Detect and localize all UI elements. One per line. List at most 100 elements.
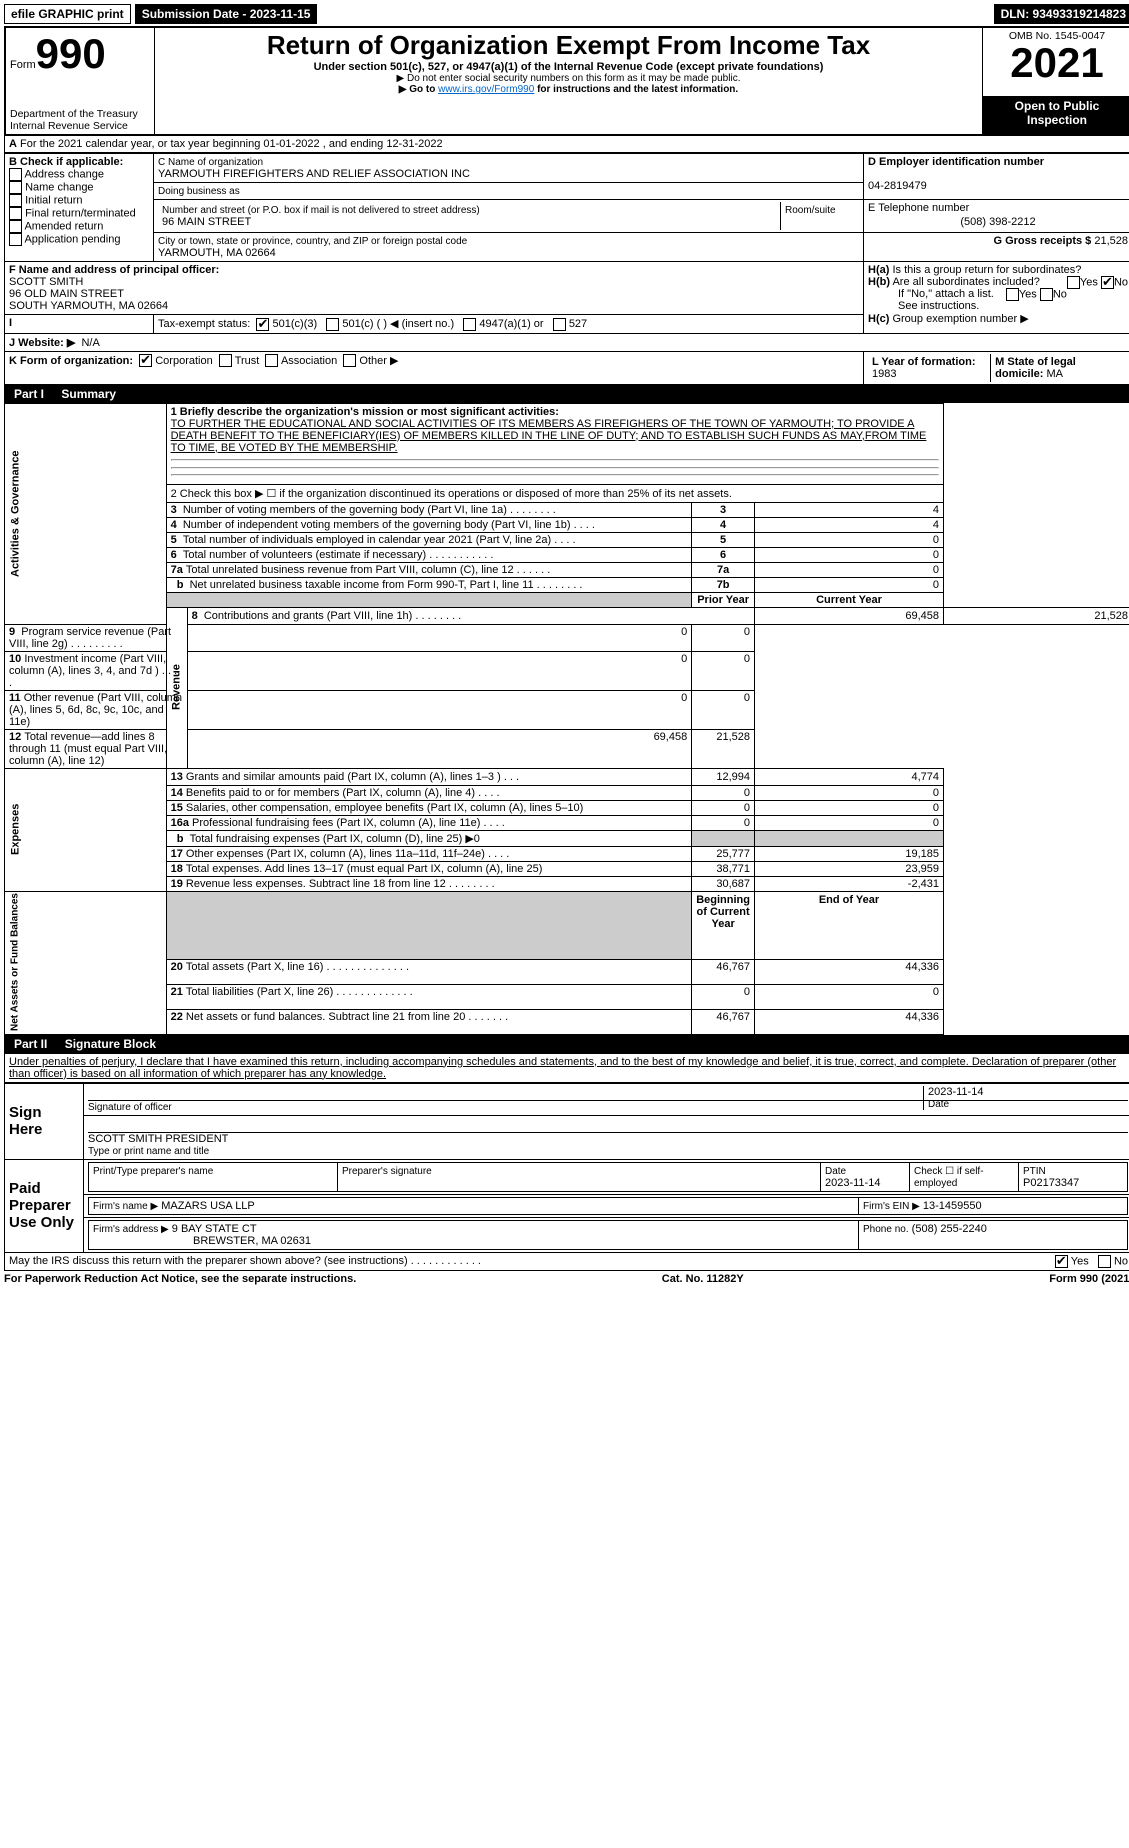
firm-ein-label: Firm's EIN ▶ [863, 1201, 920, 1212]
irs-label: Internal Revenue Service [10, 120, 150, 132]
org-name: YARMOUTH FIREFIGHTERS AND RELIEF ASSOCIA… [158, 168, 470, 180]
line-a: A For the 2021 calendar year, or tax yea… [4, 136, 1129, 153]
discuss-q: May the IRS discuss this return with the… [9, 1255, 408, 1267]
box-c-label: C Name of organization [158, 157, 263, 168]
gross-receipts: 21,528 [1094, 235, 1128, 247]
h-check[interactable]: Check ☐ if self-employed [914, 1166, 984, 1189]
q1-text: TO FURTHER THE EDUCATIONAL AND SOCIAL AC… [171, 418, 927, 454]
paid-preparer-label: Paid Preparer Use Only [5, 1159, 84, 1252]
h-date: Date [825, 1166, 846, 1177]
form-header: Form990 Department of the Treasury Inter… [4, 26, 1129, 136]
officer-printed: SCOTT SMITH PRESIDENT [88, 1133, 228, 1145]
top-bar: efile GRAPHIC print Submission Date - 20… [4, 4, 1129, 24]
state-domicile: MA [1047, 368, 1064, 380]
firm-name-label: Firm's name ▶ [93, 1201, 158, 1212]
ein: 04-2819479 [868, 180, 927, 192]
h-a: Is this a group return for subordinates? [892, 264, 1081, 276]
opt-501c3[interactable]: 501(c)(3) [273, 318, 318, 330]
box-e-label: E Telephone number [868, 202, 969, 214]
firm-ein: 13-1459550 [923, 1200, 982, 1212]
dln: DLN: 93493319214823 [994, 4, 1129, 24]
part1-header: Part I Summary [4, 385, 1129, 403]
city: YARMOUTH, MA 02664 [158, 247, 276, 259]
sign-here-label: Sign Here [5, 1083, 84, 1159]
box-k-label: K Form of organization: [9, 355, 133, 367]
website-label: J Website: ▶ [9, 337, 75, 349]
opt-501c[interactable]: 501(c) ( ) ◀ (insert no.) [342, 318, 454, 330]
street: 96 MAIN STREET [162, 216, 251, 228]
box-b-label: B Check if applicable: [9, 156, 123, 168]
tax-status-label: Tax-exempt status: [158, 318, 250, 330]
signature-block: Sign Here 2023-11-14 Date Signature of o… [4, 1083, 1129, 1271]
opt-final-return[interactable]: Final return/terminated [25, 207, 136, 219]
box-g-label: G Gross receipts $ [993, 235, 1091, 247]
form-number: Form990 [10, 30, 150, 78]
opt-trust[interactable]: Trust [235, 355, 260, 367]
opt-corp[interactable]: Corporation [155, 355, 212, 367]
opt-amended[interactable]: Amended return [24, 220, 103, 232]
phone: (508) 398-2212 [868, 216, 1128, 228]
type-name-label: Type or print name and title [88, 1146, 209, 1157]
h-ptin: PTIN [1023, 1166, 1046, 1177]
footer-left: For Paperwork Reduction Act Notice, see … [4, 1273, 356, 1285]
declaration: Under penalties of perjury, I declare th… [4, 1053, 1129, 1083]
goto-line: ▶ Go to www.irs.gov/Form990 for instruct… [159, 84, 978, 95]
h-print: Print/Type preparer's name [93, 1166, 213, 1177]
officer-addr1: 96 OLD MAIN STREET [9, 288, 124, 300]
submission-date: Submission Date - 2023-11-15 [135, 4, 318, 24]
opt-name-change[interactable]: Name change [25, 181, 94, 193]
opt-other[interactable]: Other ▶ [359, 355, 398, 367]
year-formation: 1983 [872, 368, 896, 380]
q2: 2 Check this box ▶ ☐ if the organization… [166, 484, 943, 502]
dept-treasury: Department of the Treasury [10, 108, 150, 120]
box-f-label: F Name and address of principal officer: [9, 264, 219, 276]
form-title: Return of Organization Exempt From Incom… [159, 30, 978, 61]
opt-initial-return[interactable]: Initial return [25, 194, 82, 206]
footer: For Paperwork Reduction Act Notice, see … [4, 1273, 1129, 1285]
part1-table: Activities & Governance 1 Briefly descri… [4, 403, 1129, 1035]
opt-527[interactable]: 527 [569, 318, 587, 330]
prep-date: 2023-11-14 [825, 1177, 880, 1189]
box-l-label: L Year of formation: [872, 356, 976, 368]
h-c: Group exemption number ▶ [892, 313, 1028, 325]
firm-name: MAZARS USA LLP [161, 1200, 255, 1212]
q1-label: 1 Briefly describe the organization's mi… [171, 406, 559, 418]
box-m-label: M State of legal domicile: [995, 356, 1076, 380]
city-label: City or town, state or province, country… [158, 236, 467, 247]
h-sig: Preparer's signature [342, 1166, 432, 1177]
firm-addr-label: Firm's address ▶ [93, 1224, 169, 1235]
room-label: Room/suite [785, 205, 836, 216]
firm-phone: (508) 255-2240 [912, 1223, 987, 1235]
opt-4947[interactable]: 4947(a)(1) or [479, 318, 543, 330]
open-public: Open to Public Inspection [983, 96, 1129, 135]
part2-header: Part II Signature Block [4, 1035, 1129, 1053]
vlabel-expenses: Expenses [5, 768, 167, 891]
dba-label: Doing business as [158, 186, 240, 197]
firm-addr1: 9 BAY STATE CT [172, 1223, 257, 1235]
h-b-note: If "No," attach a list. See instructions… [868, 288, 1128, 312]
officer-name: SCOTT SMITH [9, 276, 83, 288]
efile-tag: efile GRAPHIC print [4, 4, 131, 24]
footer-right: Form 990 (2021) [1049, 1273, 1129, 1285]
opt-assoc[interactable]: Association [281, 355, 337, 367]
website-val: N/A [81, 337, 99, 349]
street-label: Number and street (or P.O. box if mail i… [162, 205, 480, 216]
ssn-note: ▶ Do not enter social security numbers o… [159, 73, 978, 84]
vlabel-revenue: Revenue [166, 607, 187, 768]
opt-address-change[interactable]: Address change [24, 168, 104, 180]
sig-officer-label: Signature of officer [88, 1102, 172, 1113]
vlabel-governance: Activities & Governance [5, 403, 167, 624]
phone-label: Phone no. [863, 1224, 909, 1235]
firm-addr2: BREWSTER, MA 02631 [193, 1235, 311, 1247]
h-b: Are all subordinates included? [892, 276, 1039, 288]
tax-year: 2021 [987, 42, 1127, 84]
section-b-to-m: B Check if applicable: Address change Na… [4, 153, 1129, 385]
vlabel-netassets: Net Assets or Fund Balances [5, 891, 167, 1034]
opt-app-pending[interactable]: Application pending [24, 233, 120, 245]
footer-mid: Cat. No. 11282Y [662, 1273, 744, 1285]
box-d-label: D Employer identification number [868, 156, 1044, 168]
sig-date: 2023-11-14 [928, 1086, 983, 1098]
ptin: P02173347 [1023, 1177, 1079, 1189]
form-subtitle: Under section 501(c), 527, or 4947(a)(1)… [159, 61, 978, 73]
irs-link[interactable]: www.irs.gov/Form990 [438, 84, 534, 95]
